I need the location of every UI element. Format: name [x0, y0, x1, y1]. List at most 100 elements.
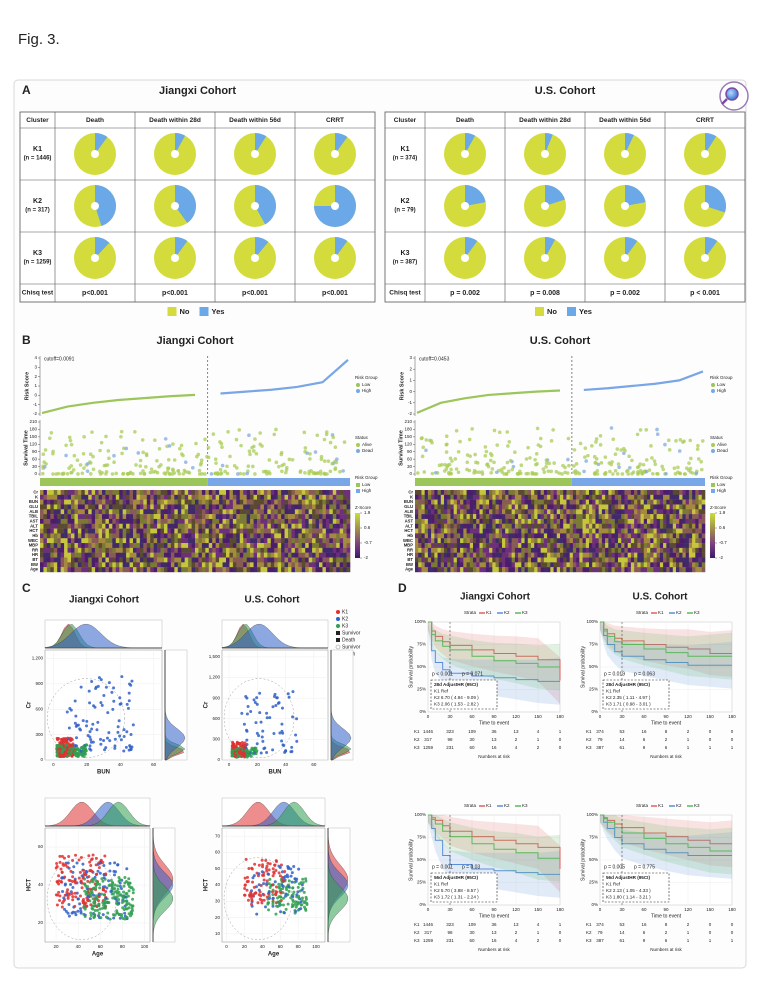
heatmap-cell-decor: [676, 500, 680, 505]
heatmap-cell-decor: [119, 495, 123, 500]
legend-label: High: [362, 488, 372, 493]
heatmap-cell-decor: [240, 524, 244, 529]
survival-dot-decor: [139, 472, 143, 476]
survival-dot-decor: [506, 444, 510, 448]
survival-dot-decor: [449, 456, 453, 460]
heatmap-cell-decor: [673, 509, 677, 514]
axis-title: BUN: [97, 770, 110, 776]
scatter-dot-decor: [105, 686, 108, 689]
heatmap-cell-decor: [496, 524, 500, 529]
survival-dot-decor: [167, 458, 171, 462]
heatmap-cell-decor: [247, 538, 251, 543]
heatmap-cell-decor: [291, 548, 295, 553]
heatmap-cell-decor: [229, 490, 233, 495]
heatmap-cell-decor: [605, 538, 609, 543]
heatmap-cell-decor: [316, 538, 320, 543]
scatter-dot-decor: [242, 747, 245, 750]
y-tick-label: 150: [404, 434, 412, 439]
heatmap-cell-decor: [57, 558, 61, 563]
heatmap-cell-decor: [316, 553, 320, 558]
heatmap-cell-decor: [670, 500, 674, 505]
heatmap-cell-decor: [447, 495, 451, 500]
heatmap-cell-decor: [592, 524, 596, 529]
heatmap-cell-decor: [136, 548, 140, 553]
heatmap-cell-decor: [573, 524, 577, 529]
heatmap-cell-decor: [679, 543, 683, 548]
scatter-dot-decor: [130, 733, 133, 736]
heatmap-cell-decor: [102, 548, 106, 553]
heatmap-cell-decor: [140, 543, 144, 548]
scatter-dot-decor: [257, 734, 260, 737]
heatmap-cell-decor: [99, 562, 103, 567]
heatmap-cell-decor: [229, 524, 233, 529]
zoom-icon[interactable]: [720, 82, 748, 110]
heatmap-cell-decor: [130, 543, 134, 548]
heatmap-cell-decor: [212, 509, 216, 514]
heatmap-cell-decor: [679, 524, 683, 529]
heatmap-cell-decor: [566, 524, 570, 529]
survival-dot-decor: [645, 458, 649, 462]
heatmap-cell-decor: [576, 562, 580, 567]
heatmap-cell-decor: [457, 558, 461, 563]
heatmap-cell-decor: [130, 558, 134, 563]
heatmap-cell-decor: [689, 567, 693, 572]
heatmap-cell-decor: [143, 567, 147, 572]
heatmap-cell-decor: [171, 567, 175, 572]
heatmap-cell-decor: [550, 490, 554, 495]
scatter-dot-decor: [108, 870, 111, 873]
heatmap-cell-decor: [702, 490, 706, 495]
heatmap-cell-decor: [54, 495, 58, 500]
heatmap-cell-decor: [243, 524, 247, 529]
heatmap-cell-decor: [167, 529, 171, 534]
heatmap-cell-decor: [130, 548, 134, 553]
scatter-dot-decor: [75, 744, 78, 747]
heatmap-cell-decor: [219, 553, 223, 558]
scatter-dot-decor: [275, 696, 278, 699]
heatmap-cell-decor: [541, 500, 545, 505]
heatmap-cell-decor: [329, 529, 333, 534]
panel-label: A: [22, 83, 31, 97]
heatmap-cell-decor: [492, 495, 496, 500]
heatmap-cell-decor: [185, 553, 189, 558]
heatmap-cell-decor: [682, 553, 686, 558]
pie-hole: [621, 150, 629, 158]
heatmap-cell-decor: [123, 553, 127, 558]
heatmap-cell-decor: [686, 490, 690, 495]
scatter-dot-decor: [102, 694, 105, 697]
heatmap-cell-decor: [605, 524, 609, 529]
heatmap-cell-decor: [608, 538, 612, 543]
heatmap-cell-decor: [563, 529, 567, 534]
heatmap-cell-decor: [119, 500, 123, 505]
heatmap-cell-decor: [505, 567, 509, 572]
legend-title: Status: [355, 435, 369, 440]
heatmap-cell-decor: [243, 500, 247, 505]
heatmap-cell-decor: [150, 533, 154, 538]
survival-dot-decor: [323, 459, 327, 463]
heatmap-cell-decor: [223, 495, 227, 500]
heatmap-cell-decor: [689, 490, 693, 495]
heatmap-cell-decor: [154, 567, 158, 572]
heatmap-cell-decor: [71, 533, 75, 538]
heatmap-cell-decor: [74, 553, 78, 558]
heatmap-cell-decor: [460, 495, 464, 500]
survival-dot-decor: [476, 461, 480, 465]
heatmap-cell-decor: [541, 543, 545, 548]
heatmap-cell-decor: [136, 504, 140, 509]
heatmap-cell-decor: [171, 558, 175, 563]
heatmap-cell-decor: [240, 543, 244, 548]
heatmap-cell-decor: [223, 524, 227, 529]
heatmap-cell-decor: [92, 562, 96, 567]
survival-dot-decor: [617, 465, 621, 469]
heatmap-cell-decor: [602, 504, 606, 509]
heatmap-cell-decor: [470, 500, 474, 505]
heatmap-cell-decor: [257, 548, 261, 553]
heatmap-cell-decor: [288, 543, 292, 548]
heatmap-cell-decor: [195, 553, 199, 558]
heatmap-cell-decor: [274, 529, 278, 534]
heatmap-cell-decor: [489, 538, 493, 543]
heatmap-cell-decor: [576, 490, 580, 495]
heatmap-cell-decor: [130, 538, 134, 543]
heatmap-cell-decor: [185, 562, 189, 567]
heatmap-cell-decor: [54, 514, 58, 519]
heatmap-cell-decor: [185, 514, 189, 519]
